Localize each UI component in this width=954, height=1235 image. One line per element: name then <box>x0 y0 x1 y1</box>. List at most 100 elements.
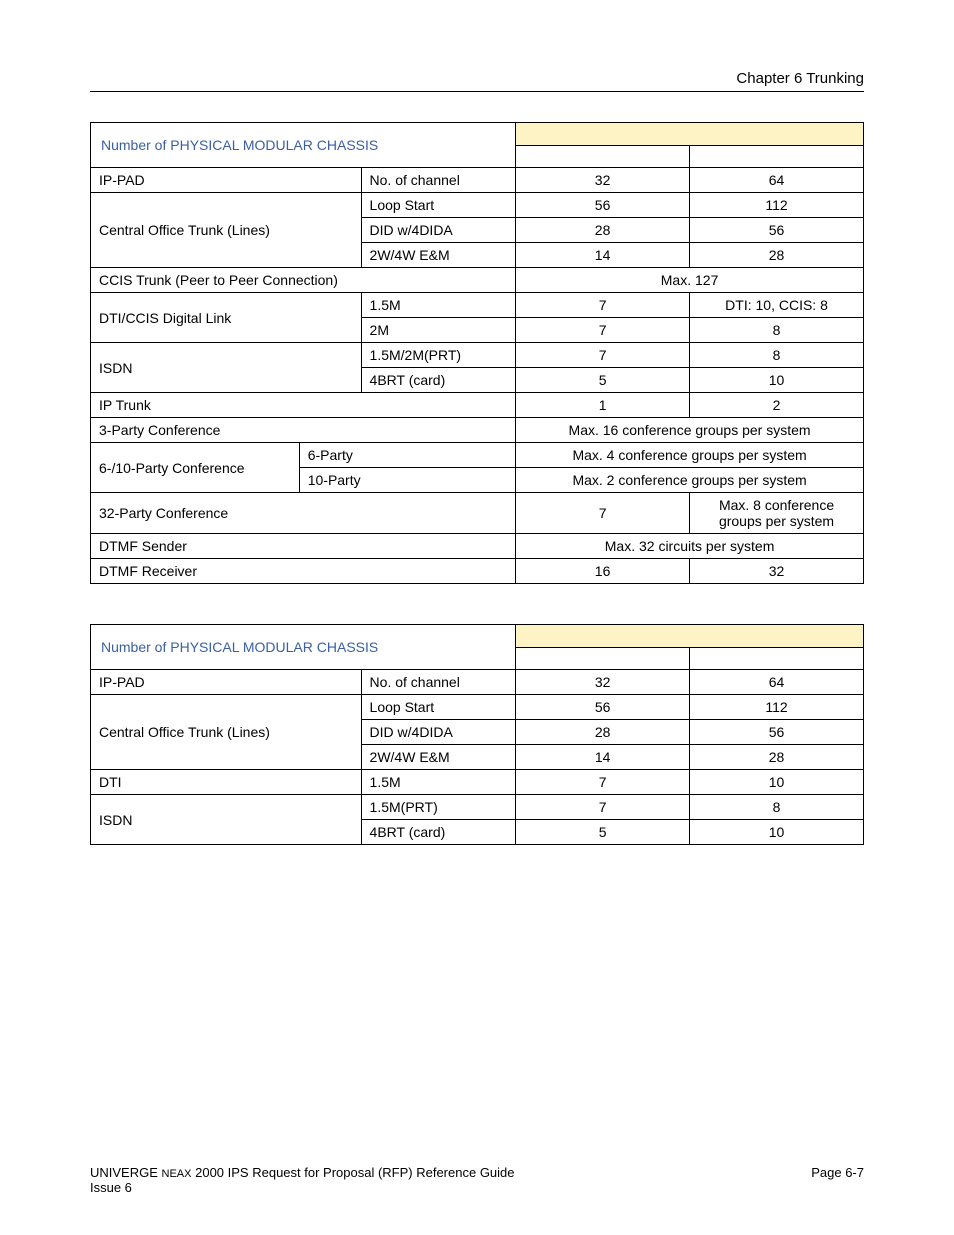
footer-neax: NEAX <box>162 1168 192 1180</box>
cell-value: 64 <box>690 670 864 695</box>
footer-model: 2000 IPS <box>192 1165 249 1180</box>
header-yellow-top <box>516 123 864 146</box>
header-yellow-top <box>516 625 864 648</box>
header-blank-2 <box>690 647 864 670</box>
cell-sub: No. of channel <box>361 168 516 193</box>
cell-sub: 1.5M/2M(PRT) <box>361 343 516 368</box>
cell-label: IP-PAD <box>91 670 362 695</box>
cell-sub: 1.5M <box>361 293 516 318</box>
table-row: DTI/CCIS Digital Link 1.5M 7 DTI: 10, CC… <box>91 293 864 318</box>
cell-value: 14 <box>516 243 690 268</box>
cell-sub: 4BRT (card) <box>361 368 516 393</box>
cell-value: 28 <box>690 243 864 268</box>
table-row: Central Office Trunk (Lines) Loop Start … <box>91 193 864 218</box>
cell-label: CCIS Trunk (Peer to Peer Connection) <box>91 268 516 293</box>
cell-sub: 10-Party <box>299 468 515 493</box>
cell-value: 28 <box>516 720 690 745</box>
table-row: 32-Party Conference 7 Max. 8 conference … <box>91 493 864 534</box>
capacity-table-1: Number of PHYSICAL MODULAR CHASSIS IP-PA… <box>90 122 864 584</box>
cell-value: Max. 4 conference groups per system <box>516 443 864 468</box>
cell-sub: 1.5M <box>361 770 516 795</box>
cell-value: 28 <box>516 218 690 243</box>
page-container: Chapter 6 Trunking Number of PHYSICAL MO… <box>0 0 954 1235</box>
cell-value: 32 <box>516 670 690 695</box>
cell-value: 5 <box>516 368 690 393</box>
cell-label: IP-PAD <box>91 168 362 193</box>
cell-value: Max. 8 conference groups per system <box>690 493 864 534</box>
cell-sub: 2M <box>361 318 516 343</box>
cell-value: 112 <box>690 193 864 218</box>
cell-value: 7 <box>516 493 690 534</box>
cell-value: 8 <box>690 795 864 820</box>
cell-value: 10 <box>690 820 864 845</box>
table-row: CCIS Trunk (Peer to Peer Connection) Max… <box>91 268 864 293</box>
page-footer: UNIVERGE NEAX 2000 IPS Request for Propo… <box>90 1165 864 1195</box>
cell-value: 32 <box>516 168 690 193</box>
table-row: ISDN 1.5M/2M(PRT) 7 8 <box>91 343 864 368</box>
cell-label: 6-/10-Party Conference <box>91 443 300 493</box>
table-row: Central Office Trunk (Lines) Loop Start … <box>91 695 864 720</box>
cell-label: DTI <box>91 770 362 795</box>
table-row: IP-PAD No. of channel 32 64 <box>91 168 864 193</box>
table-row: IP Trunk 1 2 <box>91 393 864 418</box>
cell-value: 2 <box>690 393 864 418</box>
cell-value: 56 <box>690 218 864 243</box>
table-row: DTMF Receiver 16 32 <box>91 559 864 584</box>
header-blank-1 <box>516 145 690 168</box>
cell-sub: 2W/4W E&M <box>361 745 516 770</box>
table-title-cell: Number of PHYSICAL MODULAR CHASSIS <box>91 625 516 670</box>
cell-value: Max. 16 conference groups per system <box>516 418 864 443</box>
cell-label: DTMF Receiver <box>91 559 516 584</box>
cell-value: 10 <box>690 368 864 393</box>
cell-value: 56 <box>516 193 690 218</box>
cell-sub: Loop Start <box>361 695 516 720</box>
table-row: 6-/10-Party Conference 6-Party Max. 4 co… <box>91 443 864 468</box>
cell-value: 5 <box>516 820 690 845</box>
cell-value: 7 <box>516 293 690 318</box>
cell-sub: Loop Start <box>361 193 516 218</box>
table-row: Number of PHYSICAL MODULAR CHASSIS <box>91 625 864 648</box>
cell-value: 56 <box>690 720 864 745</box>
table-row: DTMF Sender Max. 32 circuits per system <box>91 534 864 559</box>
header-blank-2 <box>690 145 864 168</box>
cell-value: 14 <box>516 745 690 770</box>
header-blank-1 <box>516 647 690 670</box>
cell-sub: DID w/4DIDA <box>361 720 516 745</box>
cell-sub: No. of channel <box>361 670 516 695</box>
cell-value: 8 <box>690 343 864 368</box>
cell-label: Central Office Trunk (Lines) <box>91 695 362 770</box>
table-row: Number of PHYSICAL MODULAR CHASSIS <box>91 123 864 146</box>
cell-sub: 6-Party <box>299 443 515 468</box>
cell-value: 1 <box>516 393 690 418</box>
cell-value: 7 <box>516 318 690 343</box>
table-row: 3-Party Conference Max. 16 conference gr… <box>91 418 864 443</box>
chapter-title: Chapter 6 Trunking <box>736 70 864 87</box>
cell-value: 10 <box>690 770 864 795</box>
cell-value: 32 <box>690 559 864 584</box>
table-row: IP-PAD No. of channel 32 64 <box>91 670 864 695</box>
table-row: DTI 1.5M 7 10 <box>91 770 864 795</box>
cell-value: Max. 32 circuits per system <box>516 534 864 559</box>
cell-label: Central Office Trunk (Lines) <box>91 193 362 268</box>
cell-value: 28 <box>690 745 864 770</box>
cell-value: 7 <box>516 770 690 795</box>
footer-page-number: Page 6-7 <box>811 1165 864 1195</box>
cell-value: 7 <box>516 343 690 368</box>
table-row: ISDN 1.5M(PRT) 7 8 <box>91 795 864 820</box>
footer-product: UNIVERGE <box>90 1165 158 1180</box>
cell-value: Max. 127 <box>516 268 864 293</box>
cell-sub: 2W/4W E&M <box>361 243 516 268</box>
footer-left: UNIVERGE NEAX 2000 IPS Request for Propo… <box>90 1165 515 1195</box>
cell-label: ISDN <box>91 795 362 845</box>
cell-value: 7 <box>516 795 690 820</box>
cell-value: 64 <box>690 168 864 193</box>
cell-label: IP Trunk <box>91 393 516 418</box>
cell-sub: DID w/4DIDA <box>361 218 516 243</box>
cell-label: 32-Party Conference <box>91 493 516 534</box>
footer-issue: Issue 6 <box>90 1180 132 1195</box>
cell-value: DTI: 10, CCIS: 8 <box>690 293 864 318</box>
cell-sub: 1.5M(PRT) <box>361 795 516 820</box>
cell-label: DTMF Sender <box>91 534 516 559</box>
table-title-cell: Number of PHYSICAL MODULAR CHASSIS <box>91 123 516 168</box>
cell-sub: 4BRT (card) <box>361 820 516 845</box>
